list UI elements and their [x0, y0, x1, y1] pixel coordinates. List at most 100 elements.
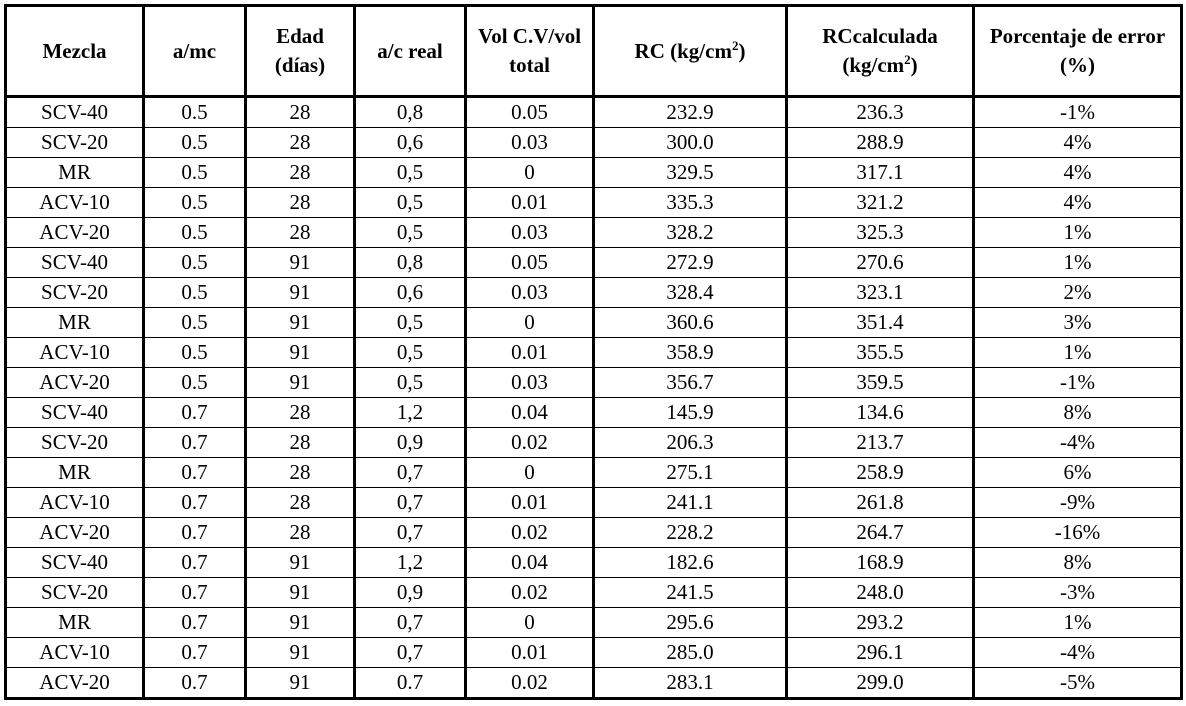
table-cell: 323.1	[785, 277, 975, 308]
table-cell: 0.02	[464, 517, 595, 548]
table-cell: 0,6	[353, 127, 467, 158]
table-cell: 91	[244, 607, 356, 638]
table-cell: 0.03	[464, 367, 595, 398]
table-cell: 0,5	[353, 217, 467, 248]
table-cell: 236.3	[785, 96, 975, 128]
table-cell: 168.9	[785, 547, 975, 578]
header-text: RCcalculada (kg/cm	[822, 24, 938, 77]
table-cell: 0.7	[142, 577, 247, 608]
table-cell: 28	[244, 457, 356, 488]
table-cell: 0.5	[142, 337, 247, 368]
column-header: Vol C.V/vol total	[464, 5, 595, 98]
table-cell: 1%	[972, 217, 1183, 248]
table-row: SCV-40 0.7 91 1,2 0.04 182.6 168.9 8%	[4, 547, 1183, 578]
column-header: RCcalculada (kg/cm2)	[785, 5, 975, 98]
table-cell: 0.7	[142, 517, 247, 548]
table-cell: 0.01	[464, 637, 595, 668]
table-cell: 359.5	[785, 367, 975, 398]
table-cell: 91	[244, 307, 356, 338]
table-cell: 248.0	[785, 577, 975, 608]
table-cell: 356.7	[592, 367, 788, 398]
table-cell: 0	[464, 607, 595, 638]
table-cell: 0.5	[142, 367, 247, 398]
table-cell: SCV-20	[4, 577, 145, 608]
table-cell: ACV-10	[4, 487, 145, 518]
header-text: Mezcla	[42, 38, 107, 63]
table-cell: 329.5	[592, 157, 788, 188]
table-row: MR 0.7 28 0,7 0 275.1 258.9 6%	[4, 457, 1183, 488]
table-cell: 321.2	[785, 187, 975, 218]
table-cell: 0.02	[464, 577, 595, 608]
table-cell: 0.5	[142, 217, 247, 248]
table-cell: 0.02	[464, 667, 595, 699]
table-cell: 91	[244, 337, 356, 368]
table-row: SCV-20 0.7 91 0,9 0.02 241.5 248.0 -3%	[4, 577, 1183, 608]
table-cell: -3%	[972, 577, 1183, 608]
table-cell: 28	[244, 157, 356, 188]
table-cell: SCV-20	[4, 277, 145, 308]
table-cell: 1%	[972, 247, 1183, 278]
table-cell: 275.1	[592, 457, 788, 488]
table-cell: 0,7	[353, 637, 467, 668]
table-row: MR 0.5 28 0,5 0 329.5 317.1 4%	[4, 157, 1183, 188]
table-cell: -4%	[972, 637, 1183, 668]
table-cell: SCV-40	[4, 247, 145, 278]
table-cell: 91	[244, 247, 356, 278]
table-cell: 317.1	[785, 157, 975, 188]
table-cell: 241.5	[592, 577, 788, 608]
table-cell: 264.7	[785, 517, 975, 548]
table-cell: 0.5	[142, 277, 247, 308]
header-text: a/c real	[377, 38, 443, 63]
table-cell: 0.5	[142, 247, 247, 278]
table-cell: 0,9	[353, 577, 467, 608]
table-cell: 0.7	[142, 637, 247, 668]
header-text: a/mc	[172, 38, 217, 63]
table-cell: 28	[244, 96, 356, 128]
table-cell: 228.2	[592, 517, 788, 548]
table-cell: 206.3	[592, 427, 788, 458]
table-cell: 0,5	[353, 157, 467, 188]
table-cell: 91	[244, 367, 356, 398]
column-header: Porcentaje de error (%)	[972, 5, 1183, 98]
table-cell: 0.04	[464, 397, 595, 428]
table-cell: 335.3	[592, 187, 788, 218]
table-row: ACV-10 0.5 28 0,5 0.01 335.3 321.2 4%	[4, 187, 1183, 218]
table-row: ACV-20 0.7 91 0.7 0.02 283.1 299.0 -5%	[4, 667, 1183, 699]
table-cell: -5%	[972, 667, 1183, 699]
table-cell: MR	[4, 607, 145, 638]
table-cell: 0.5	[142, 157, 247, 188]
table-cell: 8%	[972, 397, 1183, 428]
header-row: Mezcla a/mc Edad (días) a/c real Vol C.V/vol…	[4, 5, 1183, 98]
table-cell: 328.4	[592, 277, 788, 308]
table-cell: 145.9	[592, 397, 788, 428]
table-cell: 0.5	[142, 96, 247, 128]
table-row: SCV-20 0.5 91 0,6 0.03 328.4 323.1 2%	[4, 277, 1183, 308]
table-cell: 1,2	[353, 397, 467, 428]
table-cell: 0.01	[464, 487, 595, 518]
table-cell: 0	[464, 457, 595, 488]
table-cell: 0.5	[142, 127, 247, 158]
table-cell: 1,2	[353, 547, 467, 578]
table-cell: 0.01	[464, 187, 595, 218]
table-cell: 0.7	[142, 547, 247, 578]
table-cell: 358.9	[592, 337, 788, 368]
table-cell: 28	[244, 187, 356, 218]
table-cell: 0.7	[353, 667, 467, 699]
table-cell: 0,7	[353, 607, 467, 638]
table-cell: 4%	[972, 157, 1183, 188]
table-cell: 296.1	[785, 637, 975, 668]
table-cell: 351.4	[785, 307, 975, 338]
table-cell: 28	[244, 517, 356, 548]
table-cell: 0.03	[464, 127, 595, 158]
table-cell: 0,7	[353, 487, 467, 518]
table-row: SCV-20 0.5 28 0,6 0.03 300.0 288.9 4%	[4, 127, 1183, 158]
table-cell: 0.7	[142, 457, 247, 488]
header-text: )	[738, 38, 746, 63]
table-cell: 0,5	[353, 307, 467, 338]
table-cell: 0,5	[353, 187, 467, 218]
table-cell: 0	[464, 157, 595, 188]
column-header: Mezcla	[4, 5, 145, 98]
table-cell: 28	[244, 427, 356, 458]
table-cell: -9%	[972, 487, 1183, 518]
